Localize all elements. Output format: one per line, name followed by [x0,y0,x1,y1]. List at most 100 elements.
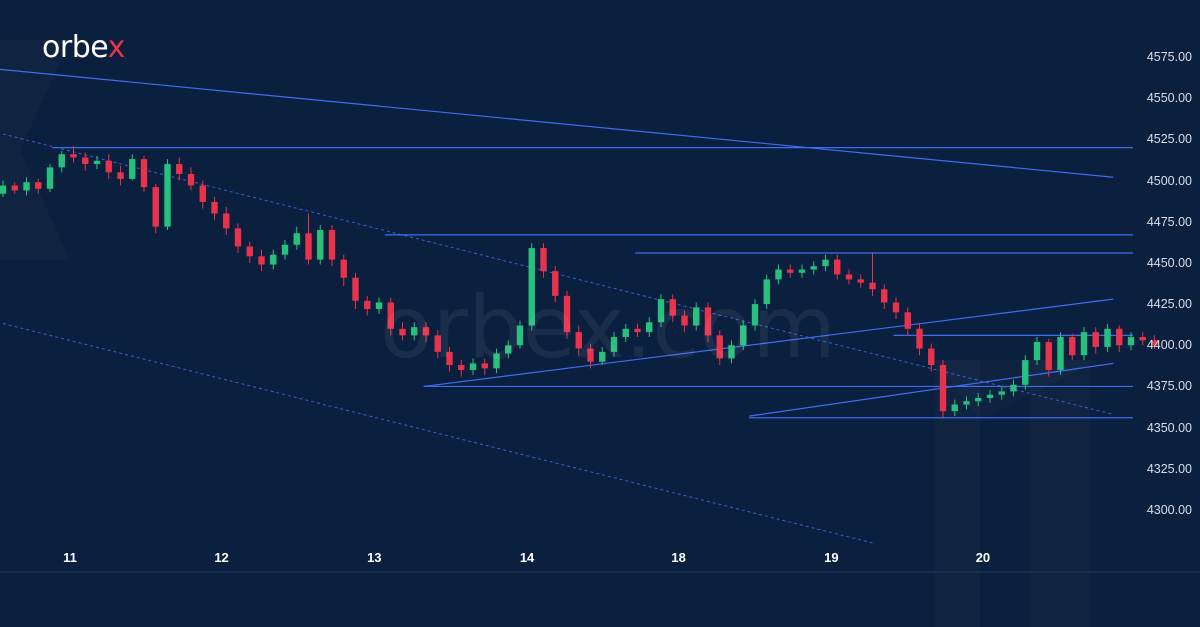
candle-body [810,266,817,270]
bull-candle [798,264,806,278]
candle-body [845,274,853,280]
bear-candle [634,323,641,338]
bear-candle [234,223,242,254]
bear-candle [1139,332,1146,346]
candle-body [1057,337,1064,370]
candle-body [1127,337,1135,346]
y-tick-label: 4425.00 [1146,297,1192,312]
candle-body [446,351,453,366]
candle-body [199,185,206,202]
bear-candle [140,155,148,193]
candle-body [681,315,688,326]
bear-candle [223,206,230,235]
bear-candle [845,269,853,285]
candle-body [481,363,488,369]
bear-candle [552,266,559,303]
bull-candle [46,164,54,193]
candles-layer [0,145,1158,418]
candle-body [270,254,277,265]
candle-body [669,299,676,316]
candle-body [540,248,547,272]
bear-candle [1116,325,1123,352]
bull-candle [93,155,101,170]
candle-body [892,302,900,313]
candle-body [1045,341,1052,370]
candle-body [869,282,876,290]
candle-body [1116,328,1123,346]
candle-body [963,401,970,405]
bear-candle [939,360,947,418]
y-tick-label: 4300.00 [1146,503,1192,517]
bear-candle [1069,333,1076,361]
decor-pillar [1030,360,1090,627]
bull-candle [1010,379,1017,397]
bear-candle [82,152,89,171]
bull-candle [493,348,500,374]
x-tick-label: 14 [519,550,535,565]
candle-body [317,229,324,260]
bull-candle [599,346,606,366]
bear-candle [105,154,112,179]
bear-candle [892,297,900,319]
candle-body [1092,332,1099,347]
bull-candle [657,294,665,328]
candle-body [23,182,30,191]
bull-candle [610,332,618,357]
candle-body [11,185,18,191]
bear-candle [563,290,571,339]
bear-candle [575,325,582,356]
x-tick-label: 20 [975,550,991,565]
candle-body [434,335,441,352]
candle-body [857,279,864,283]
bear-candle [446,346,453,372]
candle-body [798,269,806,273]
bull-candle [164,159,171,230]
bear-candle [587,343,594,369]
x-tick-label: 11 [63,550,77,565]
candle-body [704,307,712,336]
bull-candle [293,226,300,250]
candle-body [657,299,665,323]
candle-body [129,159,136,179]
bear-candle [481,358,488,375]
candle-body [1069,337,1076,356]
bull-candle [23,177,30,196]
bear-candle [834,254,841,280]
candle-body [728,345,735,359]
bear-candle [11,182,18,194]
bull-candle [505,340,512,359]
candle-body [693,307,700,326]
candle-body [1139,337,1146,341]
candle-body [117,172,124,179]
candle-body [986,394,994,398]
bull-candle [1080,327,1088,361]
bear-candle [1092,327,1099,354]
y-tick-label: 4475.00 [1146,214,1192,229]
candle-body [411,327,418,336]
bear-candle [117,165,124,186]
bear-candle [881,284,888,310]
bear-candle [387,297,394,336]
candle-body [35,182,42,189]
candle-body [916,328,923,349]
candle-body [187,173,195,186]
bull-candle [1057,332,1064,375]
bull-candle [1104,323,1111,352]
bull-candle [622,323,629,342]
bear-candle [434,330,441,359]
bear-candle [916,323,923,356]
bear-candle [1151,335,1158,349]
bear-candle [364,295,371,316]
bull-candle [751,299,759,331]
bear-candle [305,213,312,265]
candle-body [258,256,265,265]
bear-candle [35,178,42,194]
candle-body [881,289,888,303]
candle-body [1033,341,1041,361]
bear-candle [1045,338,1052,377]
candle-body [58,154,65,168]
bear-candle [211,197,218,221]
candle-body [0,185,7,194]
bull-candle [986,389,994,403]
bear-candle [540,243,547,278]
